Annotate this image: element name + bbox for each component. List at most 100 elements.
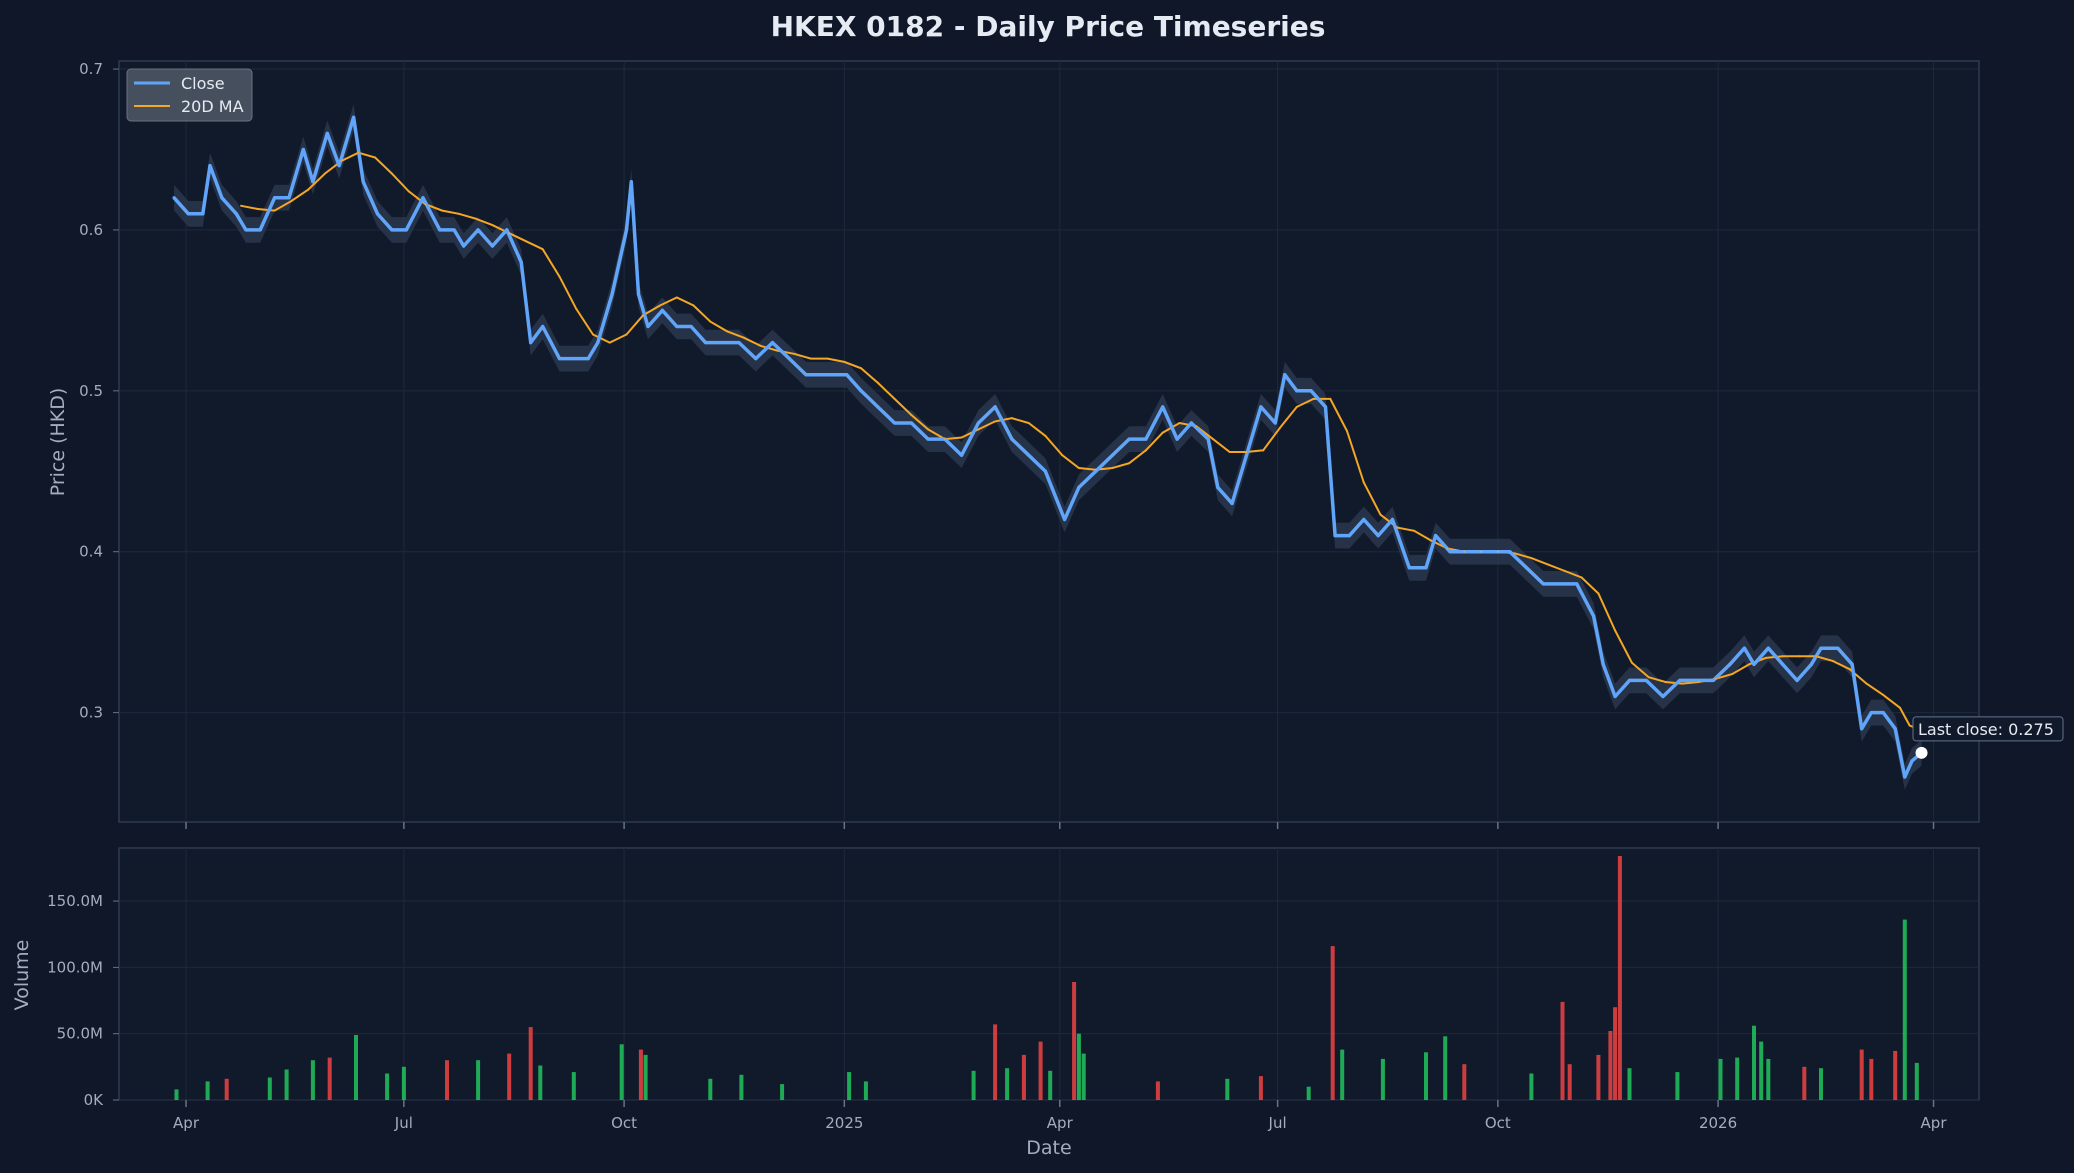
volume-bar <box>780 1084 785 1100</box>
close-point <box>586 357 590 361</box>
close-point <box>1728 662 1732 666</box>
volume-bar <box>1613 1007 1618 1100</box>
close-point <box>1541 582 1545 586</box>
ma-point <box>759 344 762 347</box>
ma-point <box>323 172 326 175</box>
ma-point <box>1463 550 1466 553</box>
volume-bar <box>1766 1058 1771 1100</box>
ma-point <box>1697 681 1700 684</box>
close-point <box>375 212 380 216</box>
ma-point <box>1580 576 1583 579</box>
ma-point <box>1144 449 1147 452</box>
close-point <box>1860 727 1864 731</box>
ma-point <box>1831 660 1834 663</box>
volume-bar <box>847 1072 852 1100</box>
volume-bar <box>739 1074 744 1100</box>
ma-point <box>960 436 963 439</box>
price-y-ticks: 0.3 0.4 0.5 0.6 0.7 <box>79 60 119 722</box>
close-point <box>909 421 913 425</box>
close-point <box>1010 437 1014 441</box>
ma-point <box>1647 676 1650 679</box>
close-point <box>1781 662 1785 666</box>
close-point <box>624 228 629 232</box>
last-close-marker <box>1915 746 1928 759</box>
close-point <box>1094 469 1098 473</box>
close-point <box>301 147 305 152</box>
close-point <box>1661 694 1665 699</box>
close-point <box>1424 566 1428 570</box>
volume-bar <box>1560 1001 1565 1100</box>
volume-bar <box>1081 1053 1086 1100</box>
ma-point <box>1882 693 1885 696</box>
volume-bar <box>1627 1068 1632 1100</box>
close-point <box>462 244 466 248</box>
ma-points <box>240 151 1923 732</box>
close-point <box>1333 534 1337 538</box>
ma-point <box>910 413 913 416</box>
close-point <box>1752 662 1756 666</box>
volume-bar <box>445 1060 449 1100</box>
volume-bar <box>1038 1041 1043 1100</box>
close-point <box>361 180 365 184</box>
close-point <box>1627 678 1632 683</box>
x-tick-label: 2026 <box>1699 1114 1737 1132</box>
ma-point <box>1630 661 1633 664</box>
ma-point <box>1396 526 1399 529</box>
close-point <box>311 180 315 184</box>
ma-point <box>608 341 611 344</box>
ma-point <box>843 360 846 363</box>
close-point <box>1903 775 1907 779</box>
ma-point <box>1664 681 1667 684</box>
x-tick-label: Oct <box>1485 1114 1511 1132</box>
close-point <box>287 196 291 200</box>
price-x-tick-marks <box>185 822 1935 829</box>
ma-point <box>1530 557 1533 560</box>
ma-point <box>1764 656 1767 659</box>
price-y-tick-label: 0.7 <box>79 60 103 78</box>
volume-bar <box>401 1066 406 1100</box>
close-point <box>1283 373 1287 377</box>
volume-y-axis-label: Volume <box>11 940 33 1011</box>
ma-point <box>1279 426 1282 429</box>
ma-point <box>474 217 477 220</box>
ma-point <box>625 333 628 336</box>
volume-bar <box>224 1078 229 1100</box>
ma-point <box>374 156 377 159</box>
close-point <box>1893 727 1897 731</box>
ma-point <box>1748 663 1751 666</box>
ma-point <box>1228 450 1231 453</box>
close-point <box>1175 437 1179 441</box>
volume-y-tick-label: 50.0M <box>57 1025 103 1043</box>
ma-point <box>860 367 863 370</box>
ma-point <box>1563 570 1566 573</box>
volume-bar <box>993 1024 998 1100</box>
ma-point <box>1161 431 1164 434</box>
close-point <box>351 115 356 119</box>
ma-point <box>1429 539 1432 542</box>
close-point <box>258 228 262 232</box>
close-points <box>172 115 1924 779</box>
close-point <box>244 228 248 232</box>
close-point <box>1477 550 1481 554</box>
close-point <box>1575 582 1579 586</box>
volume-bar <box>1902 919 1907 1100</box>
volume-bar <box>354 1035 358 1100</box>
ma-point <box>1597 592 1600 595</box>
ma-point <box>1111 467 1114 470</box>
ma-point <box>1195 425 1198 428</box>
volume-bar <box>1675 1072 1680 1100</box>
close-point <box>404 228 408 232</box>
ma-point <box>659 304 662 307</box>
close-point <box>689 324 693 329</box>
close-point <box>1244 453 1249 457</box>
ma-point <box>826 357 829 360</box>
volume-bar <box>619 1044 624 1100</box>
price-y-tick-label: 0.6 <box>79 221 103 239</box>
close-point <box>1766 646 1770 650</box>
ma-point <box>1295 405 1298 408</box>
volume-bars <box>174 856 1919 1100</box>
close-point <box>476 228 480 232</box>
volume-bar <box>1443 1036 1448 1100</box>
ma-point <box>340 159 343 162</box>
